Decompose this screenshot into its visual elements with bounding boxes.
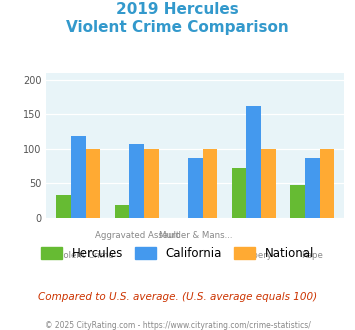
Text: Aggravated Assault: Aggravated Assault [94,231,179,240]
Bar [188,158,203,218]
Text: © 2025 CityRating.com - https://www.cityrating.com/crime-statistics/: © 2025 CityRating.com - https://www.city… [45,321,310,330]
Text: All Violent Crime: All Violent Crime [43,251,114,260]
Text: Robbery: Robbery [236,251,272,260]
Bar [144,148,159,218]
Bar [56,195,71,218]
Bar [115,205,130,218]
Text: 2019 Hercules: 2019 Hercules [116,2,239,16]
Bar [71,136,86,218]
Bar [246,106,261,218]
Text: Murder & Mans...: Murder & Mans... [158,231,232,240]
Legend: Hercules, California, National: Hercules, California, National [36,242,319,265]
Bar [86,148,100,218]
Bar [130,144,144,218]
Bar [261,148,275,218]
Text: Violent Crime Comparison: Violent Crime Comparison [66,20,289,35]
Bar [203,148,217,218]
Bar [232,168,246,218]
Bar [290,185,305,218]
Text: Rape: Rape [301,251,323,260]
Bar [305,158,320,218]
Text: Compared to U.S. average. (U.S. average equals 100): Compared to U.S. average. (U.S. average … [38,292,317,302]
Bar [320,148,334,218]
